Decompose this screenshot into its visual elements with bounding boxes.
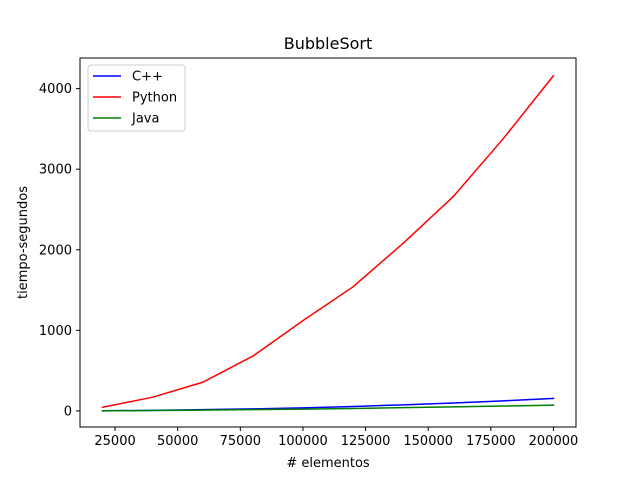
x-tick-label: 50000 — [157, 434, 198, 449]
series-line-python — [101, 74, 555, 409]
y-tick-label: 0 — [64, 404, 72, 419]
x-tick-label: 150000 — [403, 434, 453, 449]
x-tick-label: 175000 — [466, 434, 516, 449]
x-tick-label: 25000 — [94, 434, 135, 449]
x-axis-label: # elementos — [286, 456, 370, 471]
legend-label: C++ — [132, 70, 163, 85]
x-tick-label: 125000 — [341, 434, 391, 449]
plot-frame — [79, 57, 577, 428]
legend-box — [87, 64, 186, 132]
chart-title: BubbleSort — [284, 34, 373, 53]
legend: C++ Python Java — [87, 64, 186, 132]
x-tick-label: 200000 — [529, 434, 579, 449]
series-line-java — [101, 404, 555, 412]
x-axis: 25000 50000 75000 100000 125000 150000 175000 2… — [94, 427, 578, 449]
legend-label: Python — [132, 91, 177, 106]
x-tick-label: 75000 — [220, 434, 261, 449]
y-axis: 0 1000 2000 3000 4000 — [39, 82, 80, 419]
y-axis-label: tiempo-segundos — [16, 186, 31, 299]
y-tick-label: 3000 — [39, 163, 72, 178]
y-tick-label: 2000 — [39, 243, 72, 258]
x-tick-label: 100000 — [278, 434, 328, 449]
series-layer — [101, 74, 555, 412]
y-tick-label: 1000 — [39, 324, 72, 339]
y-tick-label: 4000 — [39, 82, 72, 97]
legend-label: Java — [131, 112, 159, 127]
